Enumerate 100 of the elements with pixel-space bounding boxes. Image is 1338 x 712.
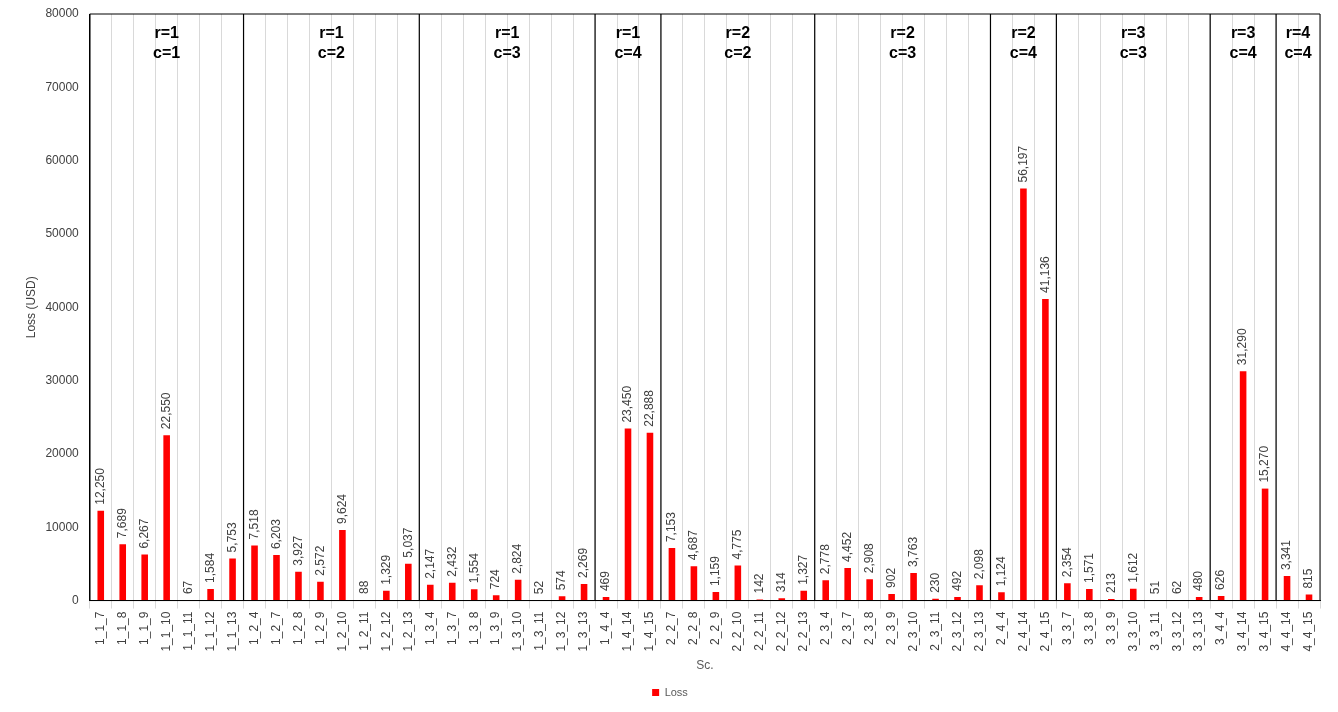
data-label: 1,571 bbox=[1081, 552, 1096, 584]
x-tick-label: 4_4_15 bbox=[1301, 611, 1316, 652]
data-label: 574 bbox=[554, 570, 569, 591]
annotation: r=1 c=3 bbox=[493, 24, 521, 62]
data-label: 3,927 bbox=[290, 535, 305, 566]
data-label: 213 bbox=[1103, 572, 1118, 593]
x-tick-label: 1_2_10 bbox=[334, 611, 349, 652]
data-label: 724 bbox=[488, 568, 503, 590]
x-tick-label: 1_2_4 bbox=[246, 611, 261, 645]
y-tick-label: 10000 bbox=[45, 519, 80, 534]
x-tick-label: 3_3_11 bbox=[1147, 611, 1162, 651]
data-label: 1,329 bbox=[378, 554, 393, 585]
data-label: 1,584 bbox=[202, 552, 217, 583]
x-tick-label: 2_3_9 bbox=[883, 611, 898, 645]
data-label: 7,153 bbox=[664, 511, 679, 543]
data-label: 469 bbox=[598, 570, 613, 592]
x-tick-label: 1_3_11 bbox=[532, 611, 547, 651]
x-tick-label: 3_4_4 bbox=[1213, 611, 1228, 645]
y-tick-label: 60000 bbox=[45, 152, 80, 167]
annotation: r=2 c=3 bbox=[889, 24, 917, 62]
data-label: 9,624 bbox=[334, 493, 349, 524]
data-label: 6,267 bbox=[137, 518, 151, 549]
data-label: 12,250 bbox=[93, 467, 108, 505]
x-tick-label: 1_3_13 bbox=[576, 611, 591, 652]
annotation: r=2 c=4 bbox=[1009, 24, 1038, 62]
data-label: 815 bbox=[1301, 568, 1316, 589]
x-tick-label: 2_4_14 bbox=[1015, 611, 1030, 652]
x-tick-label: 3_3_8 bbox=[1081, 611, 1096, 645]
data-label: 15,270 bbox=[1257, 445, 1272, 483]
data-label: 2,269 bbox=[576, 547, 591, 578]
x-tick-label: 1_2_9 bbox=[312, 611, 327, 645]
data-label: 492 bbox=[949, 570, 964, 591]
data-label: 5,753 bbox=[224, 522, 239, 553]
x-tick-label: 2_2_9 bbox=[708, 611, 723, 645]
x-tick-label: 1_3_7 bbox=[444, 611, 459, 645]
x-tick-label: 3_3_9 bbox=[1103, 611, 1118, 645]
data-label: 2,572 bbox=[312, 545, 327, 576]
y-tick-label: 30000 bbox=[45, 372, 80, 387]
x-tick-label: 2_3_8 bbox=[861, 611, 876, 645]
data-label: 2,147 bbox=[422, 548, 437, 579]
data-label: 1,327 bbox=[796, 554, 811, 585]
data-label: 2,098 bbox=[971, 548, 986, 580]
x-tick-label: 2_3_12 bbox=[949, 611, 964, 652]
x-tick-label: 2_3_13 bbox=[971, 611, 986, 652]
data-label: 4,687 bbox=[686, 529, 701, 561]
x-tick-label: 2_2_8 bbox=[686, 611, 701, 645]
data-label: 480 bbox=[1191, 570, 1206, 592]
x-tick-label: 3_4_14 bbox=[1235, 611, 1250, 652]
x-tick-label: 1_3_9 bbox=[488, 611, 503, 645]
x-tick-label: 2_2_11 bbox=[752, 611, 767, 651]
data-label: 2,824 bbox=[510, 543, 525, 574]
x-tick-label: 2_2_13 bbox=[796, 611, 811, 652]
x-tick-label: 1_2_13 bbox=[400, 611, 415, 652]
x-tick-label: 3_3_7 bbox=[1059, 611, 1074, 645]
x-tick-label: 1_4_14 bbox=[620, 611, 635, 652]
legend-label: Loss bbox=[664, 685, 689, 698]
x-tick-label: 1_1_10 bbox=[158, 611, 173, 652]
data-label: 2,354 bbox=[1059, 546, 1074, 578]
y-tick-label: 80000 bbox=[45, 6, 80, 21]
annotation: r=4 c=4 bbox=[1284, 24, 1312, 62]
data-label: 1,612 bbox=[1125, 552, 1140, 583]
x-tick-label: 1_2_12 bbox=[378, 611, 393, 652]
x-tick-label: 1_1_8 bbox=[115, 611, 130, 645]
data-label: 22,550 bbox=[158, 392, 173, 430]
y-axis-title: Loss (USD) bbox=[23, 276, 38, 339]
x-tick-label: 3_3_10 bbox=[1125, 611, 1140, 652]
x-tick-label: 2_3_10 bbox=[905, 611, 920, 652]
x-tick-label: 2_3_11 bbox=[927, 611, 942, 651]
x-tick-label: 1_4_4 bbox=[598, 611, 613, 645]
data-label: 1,124 bbox=[993, 555, 1008, 587]
data-label: 7,518 bbox=[246, 509, 261, 540]
data-label: 62 bbox=[1169, 580, 1184, 595]
x-tick-label: 1_3_4 bbox=[422, 611, 437, 645]
data-label: 1,554 bbox=[466, 552, 481, 584]
data-label: 2,432 bbox=[444, 546, 459, 577]
annotation: r=1 c=1 bbox=[153, 24, 181, 62]
x-tick-label: 3_4_15 bbox=[1257, 611, 1272, 652]
y-tick-label: 50000 bbox=[45, 226, 80, 241]
x-tick-label: 1_1_9 bbox=[137, 611, 151, 645]
x-tick-label: 1_2_11 bbox=[356, 611, 371, 651]
x-tick-label: 2_4_4 bbox=[993, 611, 1008, 645]
data-label: 7,689 bbox=[115, 507, 130, 539]
x-tick-label: 1_4_15 bbox=[642, 611, 657, 652]
data-label: 902 bbox=[883, 567, 898, 588]
data-label: 56,197 bbox=[1015, 145, 1030, 183]
data-label: 22,888 bbox=[642, 389, 657, 427]
data-label: 88 bbox=[356, 580, 371, 594]
annotation: r=1 c=2 bbox=[317, 24, 346, 62]
y-tick-label: 40000 bbox=[45, 299, 80, 314]
data-label: 23,450 bbox=[620, 385, 635, 423]
x-tick-label: 4_4_14 bbox=[1279, 611, 1294, 652]
data-label: 4,452 bbox=[839, 531, 854, 562]
x-tick-label: 1_1_13 bbox=[224, 611, 239, 652]
x-tick-label: 1_1_12 bbox=[202, 611, 217, 652]
data-label: 52 bbox=[532, 580, 547, 595]
x-tick-label: 1_1_7 bbox=[93, 611, 108, 645]
x-tick-label: 2_3_4 bbox=[818, 611, 833, 645]
x-tick-label: 2_4_15 bbox=[1037, 611, 1052, 652]
data-label: 1,159 bbox=[708, 555, 723, 587]
data-label: 142 bbox=[752, 573, 767, 594]
